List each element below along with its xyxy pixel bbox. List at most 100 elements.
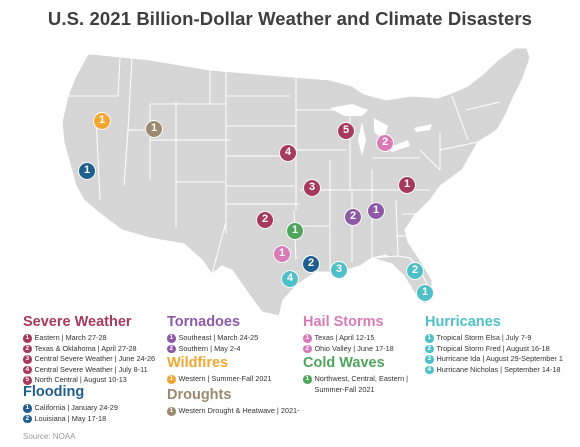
map-marker-flooding-1: 1 (78, 162, 96, 180)
legend-item: 1 Texas | April 12-15 (303, 333, 394, 344)
legend-number-badge: 5 (23, 376, 32, 385)
legend-item-text: Western | Summer-Fall 2021 (178, 374, 272, 383)
legend-item: 4 Central Severe Weather | July 8-11 (23, 365, 155, 376)
map-marker-hurricanes-4: 4 (281, 270, 299, 288)
legend-title-hurricanes: Hurricanes (425, 314, 501, 330)
legend-items-tornadoes: 1 Southeast | March 24-25 2 Southern | May … (167, 333, 258, 354)
legend-items-flooding: 1 California | January 24-29 2 Louisiana | … (23, 403, 118, 424)
legend-item-text: Tropical Storm Elsa | July 7-9 (436, 333, 532, 342)
legend-item-text: Southeast | March 24-25 (178, 333, 259, 342)
map-marker-severe-weather-3: 3 (303, 179, 321, 197)
legend-number-badge: 2 (167, 344, 176, 353)
legend-number-badge: 1 (167, 407, 176, 416)
legend-items-cold-waves: 1 Northwest, Central, Eastern | Summer-Fa… (303, 374, 415, 395)
legend-title-tornadoes: Tornadoes (167, 314, 241, 330)
legend-item-text: Texas & Oklahoma | April 27-28 (34, 343, 137, 353)
legend-items-droughts: 1 Western Drought & Heatwave | 2021- (167, 406, 300, 417)
legend-item-text: Southern | May 2-4 (178, 343, 241, 353)
legend-item: 1 Western Drought & Heatwave | 2021- (167, 406, 300, 417)
legend-item: 2 Texas & Oklahoma | April 27-28 (23, 344, 155, 355)
legend-item: 2 Louisiana | May 17-18 (23, 414, 118, 425)
legend-item: 5 North Central | August 10-13 (23, 375, 155, 386)
legend-title-cold-waves: Cold Waves (303, 355, 385, 371)
legend-item: 1 Southeast | March 24-25 (167, 333, 258, 344)
map-marker-droughts-1: 1 (145, 120, 163, 138)
legend-item-text: Central Severe Weather | July 8-11 (34, 364, 148, 374)
legend-number-badge: 2 (23, 414, 32, 423)
legend-number-badge: 1 (23, 404, 32, 413)
legend-hail-storms: Hail Storms 1 Texas | April 12-15 2 Ohio Va… (303, 314, 394, 354)
legend-item: 1 Tropical Storm Elsa | July 7-9 (425, 333, 563, 344)
legend-item-text: California | January 24-29 (34, 403, 118, 412)
map-marker-wildfires-1: 1 (93, 112, 111, 130)
map-marker-cold-waves-1: 1 (286, 222, 304, 240)
legend-item-text: Ohio Valley | June 17-18 (314, 343, 394, 353)
legend-item-text: Texas | April 12-15 (314, 333, 375, 342)
map-marker-hurricanes-1: 1 (416, 284, 434, 302)
legend-title-droughts: Droughts (167, 387, 232, 403)
legend-item-text: Hurricane Nicholas | September 14-18 (436, 364, 561, 374)
map-marker-hurricanes-2: 2 (406, 262, 424, 280)
legend-number-badge: 4 (23, 365, 32, 374)
legend-item-text: Louisiana | May 17-18 (34, 413, 107, 423)
legend-number-badge: 2 (425, 344, 434, 353)
legend-number-badge: 1 (23, 334, 32, 343)
map-title: U.S. 2021 Billion-Dollar Weather and Cli… (47, 8, 533, 29)
legend-item-text: Northwest, Central, Eastern | Summer-Fal… (314, 374, 409, 394)
legend-number-badge: 4 (425, 365, 434, 374)
legend-wildfires: Wildfires 1 Western | Summer-Fall 2021 (167, 355, 272, 385)
legend-title-hail-storms: Hail Storms (303, 314, 384, 330)
map-marker-flooding-2: 2 (302, 255, 320, 273)
legend-severe-weather: Severe Weather 1 Eastern | March 27-28 2 Te… (23, 314, 155, 386)
map-marker-severe-weather-1: 1 (398, 176, 416, 194)
legend-item: 1 California | January 24-29 (23, 403, 118, 414)
legend-title-flooding: Flooding (23, 384, 85, 400)
legend-item: 3 Central Severe Weather | June 24-26 (23, 354, 155, 365)
map-marker-severe-weather-5: 5 (337, 122, 355, 140)
map-marker-severe-weather-4: 4 (279, 144, 297, 162)
legend-droughts: Droughts 1 Western Drought & Heatwave | 2… (167, 387, 300, 417)
legend-number-badge: 3 (23, 355, 32, 364)
legend-items-wildfires: 1 Western | Summer-Fall 2021 (167, 374, 272, 385)
legend-number-badge: 1 (167, 334, 176, 343)
legend-number-badge: 1 (303, 334, 312, 343)
legend-number-badge: 1 (303, 375, 312, 384)
map-marker-hail-storms-2: 2 (376, 134, 394, 152)
legend-number-badge: 2 (23, 344, 32, 353)
legend-item-text: Central Severe Weather | June 24-26 (34, 354, 156, 363)
legend-item-text: North Central | August 10-13 (34, 375, 127, 384)
legend-number-badge: 3 (425, 355, 434, 364)
map-marker-severe-weather-2: 2 (256, 211, 274, 229)
map-marker-hurricanes-3: 3 (330, 261, 348, 279)
legend-items-hail-storms: 1 Texas | April 12-15 2 Ohio Valley | June … (303, 333, 394, 354)
legend-item: 1 Eastern | March 27-28 (23, 333, 155, 344)
legend-item-text: Western Drought & Heatwave | 2021- (178, 406, 300, 415)
source-note: Source: NOAA (23, 432, 76, 441)
legend-item: 2 Southern | May 2-4 (167, 344, 258, 355)
legend-item: 3 Hurricane Ida | August 29-September 1 (425, 354, 563, 365)
legend-item-text: Eastern | March 27-28 (34, 333, 107, 342)
legend-number-badge: 2 (303, 344, 312, 353)
great-lakes (330, 104, 432, 156)
legend-cold-waves: Cold Waves 1 Northwest, Central, Eastern … (303, 355, 415, 395)
map-marker-hail-storms-1: 1 (273, 245, 291, 263)
legend-number-badge: 1 (167, 375, 176, 384)
legend-items-hurricanes: 1 Tropical Storm Elsa | July 7-9 2 Tropical… (425, 333, 563, 375)
legend-item: 4 Hurricane Nicholas | September 14-18 (425, 365, 563, 376)
legend-item-text: Tropical Storm Fred | August 16-18 (436, 343, 550, 353)
legend-item-text: Hurricane Ida | August 29-September 1 (436, 354, 563, 363)
legend-title-severe-weather: Severe Weather (23, 314, 132, 330)
legend-tornadoes: Tornadoes 1 Southeast | March 24-25 2 South… (167, 314, 258, 354)
legend-flooding: Flooding 1 California | January 24-29 2 Lou… (23, 384, 118, 424)
legend-item: 1 Western | Summer-Fall 2021 (167, 374, 272, 385)
legend-number-badge: 1 (425, 334, 434, 343)
legend-hurricanes: Hurricanes 1 Tropical Storm Elsa | July 7… (425, 314, 563, 375)
legend-items-severe-weather: 1 Eastern | March 27-28 2 Texas & Oklahoma … (23, 333, 155, 386)
legend-item: 2 Ohio Valley | June 17-18 (303, 344, 394, 355)
map-marker-tornadoes-2: 2 (344, 208, 362, 226)
map-marker-tornadoes-1: 1 (367, 202, 385, 220)
legend-item: 2 Tropical Storm Fred | August 16-18 (425, 344, 563, 355)
legend-item: 1 Northwest, Central, Eastern | Summer-Fa… (303, 374, 415, 395)
legend-title-wildfires: Wildfires (167, 355, 229, 371)
